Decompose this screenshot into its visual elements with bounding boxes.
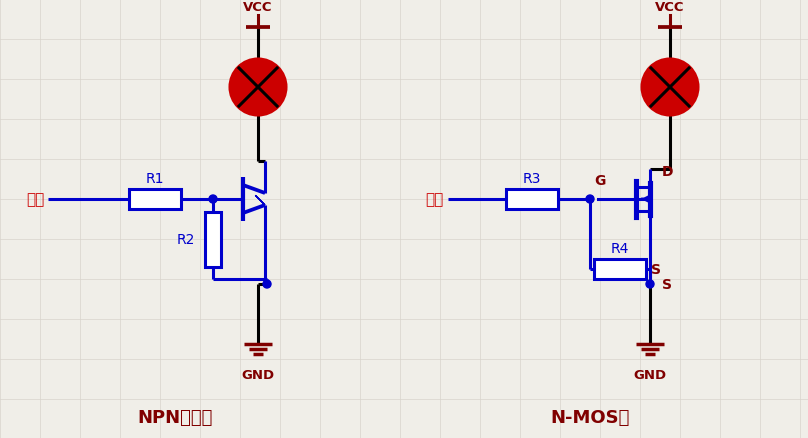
Text: S: S [662, 277, 672, 291]
Text: VCC: VCC [243, 1, 273, 14]
Text: N-MOS管: N-MOS管 [550, 408, 629, 426]
Text: R1: R1 [145, 172, 164, 186]
Text: NPN三极管: NPN三极管 [137, 408, 213, 426]
Circle shape [209, 195, 217, 204]
Bar [594, 259, 646, 279]
Polygon shape [255, 196, 265, 205]
Text: 输入: 输入 [26, 192, 44, 207]
Text: GND: GND [633, 368, 667, 381]
Text: R3: R3 [523, 172, 541, 186]
Bar [506, 190, 558, 209]
Text: GND: GND [242, 368, 275, 381]
Bar [129, 190, 181, 209]
Circle shape [230, 60, 286, 116]
Circle shape [586, 195, 594, 204]
Text: VCC: VCC [655, 1, 684, 14]
Text: D: D [662, 165, 674, 179]
Text: R2: R2 [177, 233, 195, 247]
Circle shape [263, 280, 271, 288]
Circle shape [642, 60, 698, 116]
Text: G: G [594, 173, 605, 187]
Bar [205, 212, 221, 267]
Text: R4: R4 [611, 241, 629, 255]
Text: 输入: 输入 [426, 192, 444, 207]
Text: S: S [651, 262, 661, 276]
Circle shape [646, 280, 654, 288]
